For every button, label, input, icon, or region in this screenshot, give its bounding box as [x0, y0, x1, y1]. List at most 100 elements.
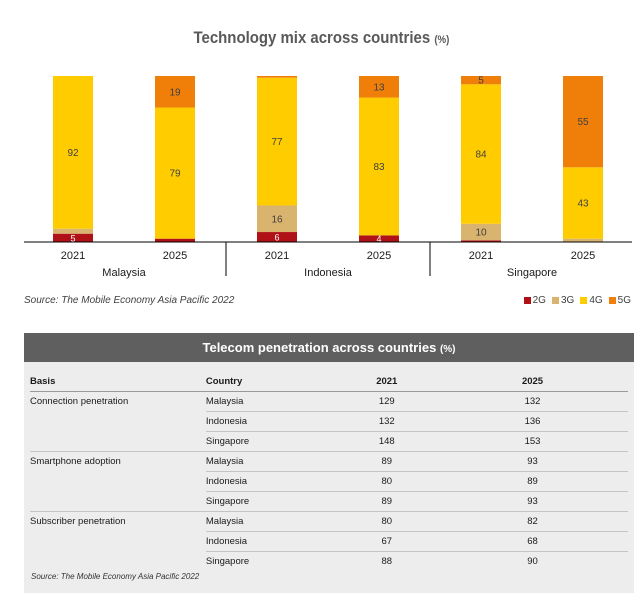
table-row: Connection penetration Malaysia 129 132 [30, 392, 628, 412]
bar-segment-5g [461, 76, 501, 85]
table-header-row: Basis Country 2021 2025 [30, 372, 628, 392]
x-tick-label: 2025 [571, 250, 595, 262]
cell-country: Indonesia [205, 531, 337, 552]
data-label: 55 [577, 117, 589, 128]
cell-basis [30, 552, 206, 572]
legend-item-2g: 2G [523, 295, 546, 306]
cell-basis: Connection penetration [30, 396, 129, 408]
column-header-country: Country [205, 372, 337, 392]
cell-2021: 89 [336, 491, 438, 512]
cell-country: Singapore [205, 491, 337, 512]
legend-label: 2G [532, 295, 546, 306]
data-label: 92 [67, 148, 79, 159]
cell-2021: 89 [336, 451, 438, 472]
country-label: Indonesia [304, 267, 353, 279]
bar-segment-3g [563, 238, 603, 242]
table-row: Smartphone adoption Malaysia 89 93 [30, 451, 628, 472]
column-header-basis: Basis [30, 372, 206, 392]
table-row: Singapore 88 90 [30, 551, 628, 572]
legend-item-4g: 4G [580, 295, 603, 306]
cell-2025: 136 [437, 411, 628, 432]
column-header-2021: 2021 [336, 372, 438, 392]
bar-segment-2g [461, 240, 501, 242]
country-label: Singapore [507, 267, 557, 279]
legend-item-3g: 3G [551, 295, 575, 306]
cell-2025: 153 [437, 431, 628, 452]
cell-country: Indonesia [205, 471, 337, 492]
bar-segment-2g [359, 235, 399, 242]
cell-2021: 80 [336, 471, 438, 492]
data-label: 13 [373, 82, 385, 93]
chart-title-text: Technology mix across countries [193, 28, 431, 47]
cell-country: Singapore [205, 431, 337, 452]
legend-item-5g: 5G [608, 295, 631, 306]
cell-2025: 93 [437, 491, 628, 512]
bar-segment-5g [563, 76, 603, 168]
legend-label: 5G [617, 295, 631, 306]
table-row: Indonesia 67 68 [30, 531, 628, 552]
legend-swatch [580, 297, 588, 304]
chart-title: Technology mix across countries (%) [39, 28, 605, 48]
bar-segment-3g [257, 205, 297, 233]
bar-segment-2g [53, 233, 93, 242]
cell-2021: 129 [378, 396, 395, 407]
cell-2025: 68 [437, 531, 628, 552]
table-source: Source: The Mobile Economy Asia Pacific … [31, 572, 200, 581]
bar-segment-4g [563, 167, 603, 239]
table-row: Singapore 89 93 [30, 491, 628, 512]
cell-country: Indonesia [205, 411, 337, 432]
table-row: Indonesia 132 136 [30, 411, 628, 432]
cell-basis [30, 412, 206, 432]
cell-2021: 88 [336, 551, 438, 571]
bar-segment-4g [257, 77, 297, 206]
bar-segment-5g [155, 76, 195, 108]
cell-country: Malaysia [205, 396, 244, 407]
column-header-2025: 2025 [437, 372, 628, 392]
x-tick-label: 2025 [163, 250, 187, 262]
cell-country: Malaysia [205, 451, 337, 472]
cell-2025: 89 [437, 471, 628, 492]
penetration-table: Basis Country 2021 2025 Connection penet… [30, 372, 628, 571]
data-label: 19 [169, 87, 181, 98]
table-row: Indonesia 80 89 [30, 471, 628, 492]
cell-2025: 90 [437, 551, 628, 571]
chart-legend: 2G 3G 4G 5G [523, 295, 631, 306]
table-title-text: Telecom penetration across countries [202, 340, 437, 355]
data-label: 6 [274, 233, 279, 243]
legend-label: 3G [560, 295, 575, 306]
data-label: 79 [169, 169, 181, 180]
data-label: 43 [577, 198, 589, 209]
bar-segment-4g [53, 76, 93, 229]
chart-title-unit: (%) [434, 34, 450, 46]
legend-swatch [523, 297, 531, 304]
x-tick-label: 2021 [61, 250, 85, 262]
bar-segment-4g [359, 97, 399, 236]
bar-segment-4g [461, 84, 501, 224]
cell-2025: 82 [437, 511, 628, 532]
data-label: 4 [376, 234, 381, 244]
x-tick-label: 2021 [469, 250, 493, 262]
cell-2021: 148 [336, 431, 438, 452]
cell-basis: Subscriber penetration [30, 511, 206, 532]
cell-basis [30, 532, 206, 552]
cell-2025: 93 [437, 451, 628, 472]
legend-swatch [551, 297, 559, 304]
bar-segment-5g [359, 76, 399, 98]
cell-basis [30, 472, 206, 492]
legend-label: 4G [589, 295, 603, 306]
legend-swatch [608, 297, 616, 304]
bar-segment-3g [53, 228, 93, 234]
data-label: 5 [70, 233, 75, 243]
data-label: 16 [271, 214, 283, 225]
cell-2021: 132 [336, 411, 438, 432]
penetration-table-panel: Telecom penetration across countries (%)… [24, 333, 634, 593]
bar-segment-3g [461, 223, 501, 241]
bar-segment-5g [257, 76, 297, 78]
data-label: 5 [478, 76, 484, 87]
bar-segment-2g [257, 232, 297, 242]
data-label: 77 [271, 137, 283, 148]
cell-country: Malaysia [205, 511, 337, 532]
cell-2021: 67 [336, 531, 438, 552]
x-tick-label: 2021 [265, 250, 289, 262]
cell-2025: 132 [524, 396, 541, 407]
